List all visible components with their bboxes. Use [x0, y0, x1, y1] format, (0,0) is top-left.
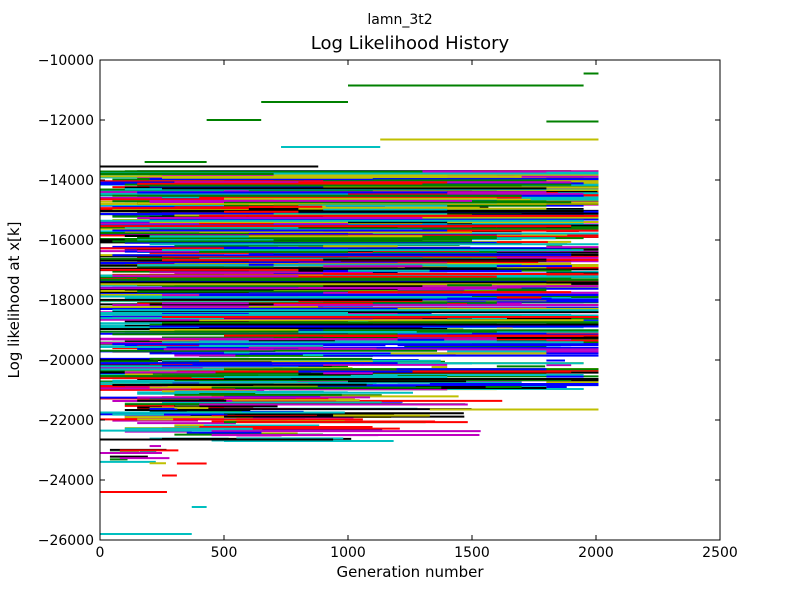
x-tick-label: 1500 — [454, 545, 490, 561]
y-axis: −26000 −24000 −22000 −20000 −18000 −16000 −140… — [38, 53, 720, 549]
x-tick-label: 2000 — [578, 545, 614, 561]
series-layer — [100, 72, 599, 535]
y-tick-label: −24000 — [38, 473, 94, 489]
y-tick-label: −16000 — [38, 233, 94, 249]
chart-title: Log Likelihood History — [311, 33, 510, 54]
x-tick-label: 2500 — [702, 545, 738, 561]
y-tick-label: −20000 — [38, 353, 94, 369]
y-tick-label: −26000 — [38, 533, 94, 549]
x-tick-label: 500 — [211, 545, 238, 561]
y-tick-label: −12000 — [38, 113, 94, 129]
y-tick-label: −14000 — [38, 173, 94, 189]
x-tick-label: 1000 — [330, 545, 366, 561]
y-tick-label: −22000 — [38, 413, 94, 429]
chart-suptitle: lamn_3t2 — [367, 12, 432, 28]
x-tick-label: 0 — [96, 545, 105, 561]
y-tick-label: −10000 — [38, 53, 94, 69]
y-tick-label: −18000 — [38, 293, 94, 309]
x-axis: 0 500 1000 1500 2000 2500 — [96, 60, 738, 561]
y-axis-label: Log likelihood at x[k] — [5, 222, 23, 379]
x-axis-label: Generation number — [337, 563, 485, 581]
